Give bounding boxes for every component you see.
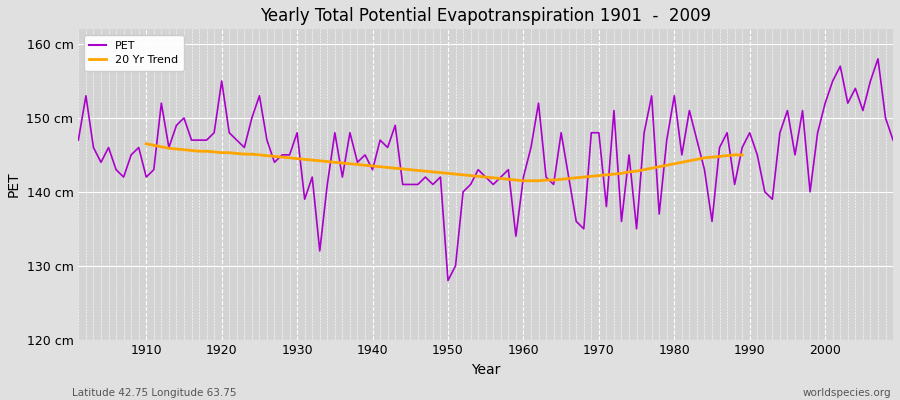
Legend: PET, 20 Yr Trend: PET, 20 Yr Trend [84, 35, 184, 71]
X-axis label: Year: Year [471, 363, 500, 377]
Y-axis label: PET: PET [7, 172, 21, 197]
Text: worldspecies.org: worldspecies.org [803, 388, 891, 398]
Text: Latitude 42.75 Longitude 63.75: Latitude 42.75 Longitude 63.75 [72, 388, 237, 398]
Title: Yearly Total Potential Evapotranspiration 1901  -  2009: Yearly Total Potential Evapotranspiratio… [260, 7, 711, 25]
